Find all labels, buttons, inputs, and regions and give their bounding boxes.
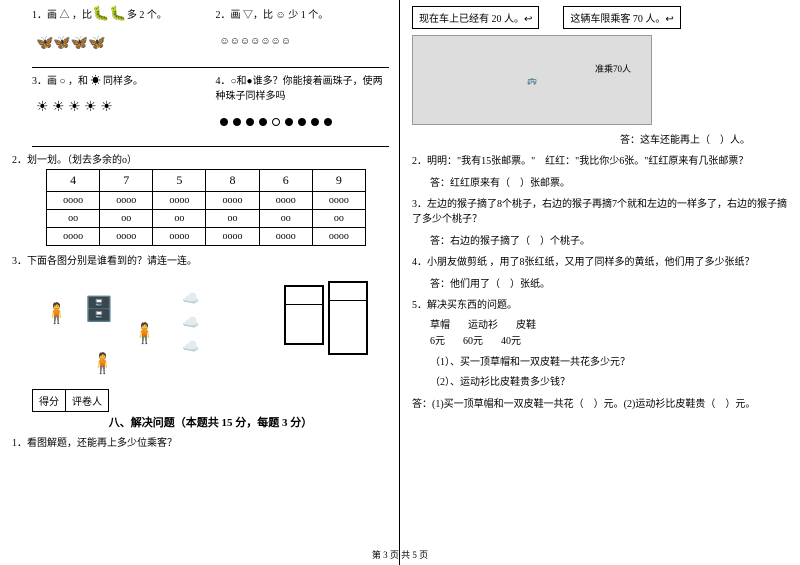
- q1-bugs: 🦋🦋🦋🦋: [32, 25, 206, 61]
- r-q3: 3．左边的猴子摘了8个桃子，右边的猴子再摘7个就和左边的一样多了，右边的猴子摘了…: [412, 197, 790, 227]
- shopping-items: 草帽运动衫皮鞋 6元60元40元: [412, 318, 790, 350]
- q2-title: 2．划一划。（划去多余的o）: [12, 151, 389, 166]
- r-q5a: （1）、买一顶草帽和一双皮鞋一共花多少元？: [412, 355, 790, 370]
- q3-suns: ☀ ☀ ☀ ☀ ☀: [32, 89, 206, 125]
- ans-2: 答：红红原来有（ ）张邮票。: [412, 174, 790, 189]
- score-box: 得分 评卷人: [32, 389, 109, 412]
- r-q5b: （2）、运动衫比皮鞋贵多少钱？: [412, 375, 790, 390]
- q3-text: 3．画 ○ ，和 ☀ 同样多。: [32, 72, 206, 87]
- r-q4: 4．小朋友做剪纸 ，用了8张红纸，又用了同样多的黄纸，他们用了多少张纸？: [412, 255, 790, 270]
- q4-beads: [216, 104, 390, 140]
- o-table: 475 869 oooooooooooooooooooooooo ooooooo…: [46, 169, 366, 246]
- q2-text: 2．画 ▽，比 ☺ 少 1 个。: [216, 6, 390, 21]
- q1-bottom: 1．看图解题，还能再上多少位乘客？: [12, 434, 389, 449]
- ans-5: 答：(1)买一顶草帽和一双皮鞋一共花（ ）元。(2)运动衫比皮鞋贵（ ）元。: [412, 395, 790, 410]
- q4-text: 4．○和●谁多？你能接着画珠子，使两种珠子同样多吗: [216, 72, 390, 102]
- r-q2: 2．明明："我有15张邮票。" 红红："我比你少6张。"红红原来有几张邮票？: [412, 154, 790, 169]
- q3-title: 3．下面各图分别是谁看到的？请连一连。: [12, 252, 389, 267]
- bus-image: 🚌 准乘70人: [412, 35, 652, 125]
- ans-1: 答：这车还能再上（ ）人。: [412, 131, 790, 146]
- ans-3: 答：右边的猴子摘了（ ）个桃子。: [412, 232, 790, 247]
- ans-4: 答：他们用了（ ）张纸。: [412, 275, 790, 290]
- r-q5: 5．解决买东西的问题。: [412, 298, 790, 313]
- speech-2: 这辆车限乘客 70 人。↩: [563, 6, 680, 29]
- q2-smileys: ☺☺☺☺☺☺☺: [216, 23, 390, 59]
- speech-1: 现在车上已经有 20 人。↩: [412, 6, 539, 29]
- page-footer: 第 3 页 共 5 页: [0, 548, 800, 561]
- section-8-title: 八、解决问题（本题共 15 分，每题 3 分）: [32, 414, 389, 430]
- q1-text: 1．画 △ ，比🐛🐛多 2 个。: [32, 6, 206, 23]
- scene-image: 🧍 🗄️ 🧍 ☁️ ☁️ ☁️ 🧍: [32, 271, 372, 381]
